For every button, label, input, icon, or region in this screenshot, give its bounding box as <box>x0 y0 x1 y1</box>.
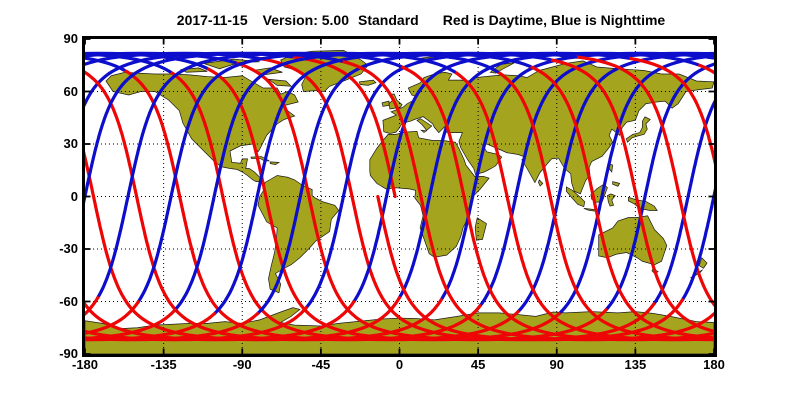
daytime-track-segment <box>178 194 482 342</box>
satellite-ground-tracks <box>85 51 714 342</box>
daytime-track-segment <box>91 194 401 342</box>
y-tick-label: 30 <box>63 136 78 151</box>
continent-south-america <box>258 176 339 293</box>
axis-tick-marks <box>85 39 714 354</box>
y-tick-label: -30 <box>59 241 78 256</box>
daytime-track-segment <box>85 306 308 342</box>
daytime-track-segment <box>85 151 96 199</box>
nighttime-track-segment <box>85 51 343 204</box>
nighttime-track-segment <box>173 51 499 312</box>
nighttime-track-segment <box>557 54 714 316</box>
daytime-track-segment <box>398 64 466 199</box>
nighttime-track-segment <box>680 188 714 302</box>
y-tick-label: -60 <box>59 293 78 309</box>
japan <box>626 117 650 142</box>
title-version: Version: 5.00 <box>262 12 350 28</box>
x-tick-label: 180 <box>703 357 725 372</box>
daytime-track-segment <box>255 56 354 199</box>
y-tick-label: 60 <box>63 83 78 99</box>
daytime-track-segment <box>85 296 100 316</box>
daytime-track-segment <box>495 70 552 199</box>
daytime-track-segment <box>85 300 356 342</box>
x-axis-tick-labels: -180 -135 -90 -45 0 45 90 135 180 <box>72 357 725 373</box>
nighttime-track-segment <box>136 51 456 304</box>
daytime-track-segment <box>376 194 685 342</box>
daytime-track-segment <box>591 194 714 340</box>
x-tick-label: -180 <box>71 357 99 372</box>
plot-frame <box>82 36 717 357</box>
nighttime-track-segment <box>652 99 714 306</box>
x-tick-label: 0 <box>395 357 404 372</box>
daytime-track-segment <box>339 59 423 199</box>
plot-title: 2017-11-15 Version: 5.00 Standard Red is Da… <box>42 12 800 28</box>
nighttime-track-segment <box>212 51 531 316</box>
x-tick-label: 135 <box>624 357 647 372</box>
daytime-track-segment <box>548 57 638 199</box>
title-color-legend: Red is Daytime, Blue is Nighttime <box>442 12 666 28</box>
daytime-track-segment <box>85 312 216 342</box>
nighttime-track-segment <box>255 51 552 316</box>
daytime-track-segment <box>574 55 681 199</box>
nighttime-track-segment <box>96 51 402 300</box>
daytime-track-segment <box>626 56 714 165</box>
nighttime-track-segment <box>604 62 714 312</box>
x-tick-label: -90 <box>232 357 252 372</box>
arctic-islands <box>181 59 291 86</box>
daytime-track-segment <box>462 194 714 342</box>
x-tick-label: -135 <box>150 357 177 372</box>
nighttime-track-segment <box>304 51 578 310</box>
daytime-track-segment <box>85 300 140 336</box>
daytime-track-segment <box>289 55 397 199</box>
nighttime-track-segment <box>85 51 293 108</box>
daytime-track-segment <box>85 308 177 341</box>
nighttime-track-segment <box>478 51 714 308</box>
daytime-track-segment <box>419 194 714 342</box>
daytime-track-segment <box>452 70 509 199</box>
y-tick-label: 0 <box>70 188 78 204</box>
title-standard: Standard <box>358 12 419 28</box>
daytime-track-segment <box>135 194 443 342</box>
y-tick-label: -90 <box>59 346 78 361</box>
daytime-track-segment <box>85 312 260 342</box>
x-tick-label: -45 <box>311 357 331 372</box>
nighttime-track-segment <box>439 51 714 302</box>
daytime-track-segment <box>221 194 520 342</box>
y-axis-tick-labels: 90 60 30 0 -30 -60 -90 <box>30 31 78 361</box>
daytime-track-segment <box>505 194 714 342</box>
daytime-track-segment <box>548 194 714 342</box>
daytime-track-segment <box>527 64 595 199</box>
daytime-track-segment <box>634 194 714 333</box>
daytime-track-segment <box>264 194 561 342</box>
x-tick-label: 45 <box>470 357 486 372</box>
daytime-track-segment <box>677 194 714 307</box>
x-tick-label: 90 <box>549 357 564 372</box>
title-date: 2017-11-15 <box>176 12 248 28</box>
y-tick-label: 90 <box>63 31 78 46</box>
nighttime-track-segment <box>352 51 630 304</box>
